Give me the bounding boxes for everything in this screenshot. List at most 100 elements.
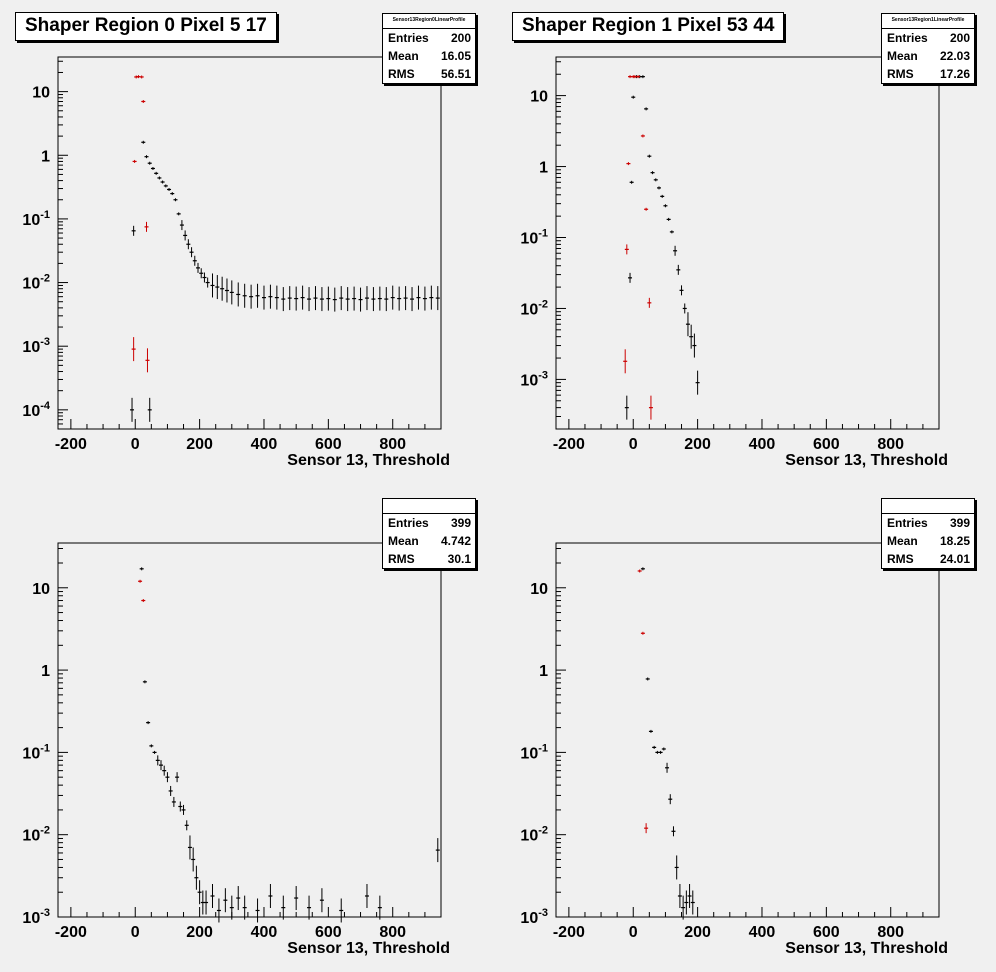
x-tick-label: 0 [629,924,638,941]
x-tick-label: 600 [315,436,342,453]
data-point [307,287,312,312]
data-point [648,395,653,420]
data-point [131,225,136,236]
x-tick-label: 0 [131,924,140,941]
data-point [294,286,299,311]
data-point [191,847,196,872]
data-point [165,772,170,783]
data-point [319,287,324,312]
x-tick-label: 600 [315,924,342,941]
y-tick-label: 10-1 [22,209,50,229]
data-point [168,785,173,796]
data-point [645,677,650,681]
data-point [416,285,421,310]
data-point [141,140,146,144]
plot-area-2: -200 0 200 400 600 800 10 1 10-1 10-2 10-3 Sensor 1… [22,542,450,957]
rms-value: 30.1 [447,552,471,566]
x-tick-label: 400 [251,924,278,941]
data-point [665,762,670,773]
data-point [157,176,162,180]
x-tick-label: 200 [186,924,213,941]
y-tick-label: 1 [41,663,50,680]
data-point [144,155,149,159]
rms-label: RMS [887,552,914,566]
stats-box: Sensor13Region1LinearProfile Entries 200 … [881,13,975,84]
data-point [154,171,159,175]
y-tick-label: 10-1 [520,742,548,762]
data-point [695,370,700,395]
x-tick-label: 200 [186,436,213,453]
x-tick-label: 800 [877,436,904,453]
x-tick-label: 600 [813,924,840,941]
data-point [631,95,636,99]
data-point [656,186,661,190]
data-point [216,898,221,923]
data-point [155,755,160,766]
y-tick-label: 10-2 [22,273,50,293]
data-point [682,303,687,314]
data-point [158,760,163,771]
data-point [640,75,645,79]
data-point [179,220,184,231]
data-point [653,178,658,182]
data-point [435,286,440,311]
y-tick-label: 10 [32,85,50,102]
data-point [186,239,191,250]
mean-value: 4.742 [440,534,471,548]
data-point [261,285,266,310]
data-point [300,285,305,310]
x-tick-label: -200 [55,924,87,941]
entries-label: Entries [388,31,429,45]
data-point [202,272,207,283]
data-point [229,280,234,305]
data-point [637,569,642,573]
data-point [162,765,167,776]
data-point [650,171,655,175]
data-point [150,166,155,170]
data-point [332,287,337,312]
data-point [268,883,273,908]
data-point [345,287,350,312]
data-point [364,883,369,908]
data-point [132,159,137,163]
rms-label: RMS [388,552,415,566]
data-point [167,187,172,191]
data-point [147,161,152,165]
x-tick-label: 0 [629,436,638,453]
data-point [171,796,176,807]
x-tick-label: 800 [379,924,406,941]
plot-area-0: -200 0 200 400 600 800 10 1 10-1 10-2 10-3 10-4 Sens… [22,56,450,469]
rms-label: RMS [887,67,914,81]
stats-name [383,499,475,514]
pad-top-right: -200 0 200 400 600 800 10 1 10-1 10-2 10-3 Sensor 1… [498,0,996,486]
data-point [196,262,201,273]
data-point [220,276,225,301]
x-axis-title: Sensor 13, Threshold [287,452,450,469]
data-point [255,283,260,308]
y-tick-label: 10-1 [520,228,548,248]
data-point [307,895,312,920]
data-point [652,745,657,749]
data-point [287,286,292,311]
data-point [223,888,228,913]
stats-name [882,499,974,514]
x-tick-label: 400 [749,924,776,941]
data-point [144,221,149,232]
data-point [681,895,686,920]
y-tick-label: 10-3 [22,907,50,927]
entries-value: 399 [450,516,471,530]
data-point [281,287,286,312]
stats-name: Sensor13Region0LinearProfile [383,14,475,29]
data-point [184,820,189,831]
mean-value: 16.05 [440,49,471,63]
mean-value: 22.03 [939,49,970,63]
data-point [377,286,382,311]
data-point [170,192,175,196]
rms-label: RMS [388,67,415,81]
plot-area-1: -200 0 200 400 600 800 10 1 10-1 10-2 10-3 Sensor 1… [520,56,948,469]
data-point [624,244,629,255]
histogram-title: Shaper Region 0 Pixel 5 17 [15,12,277,41]
data-point [146,721,151,725]
entries-label: Entries [388,516,429,530]
data-point [205,277,210,288]
